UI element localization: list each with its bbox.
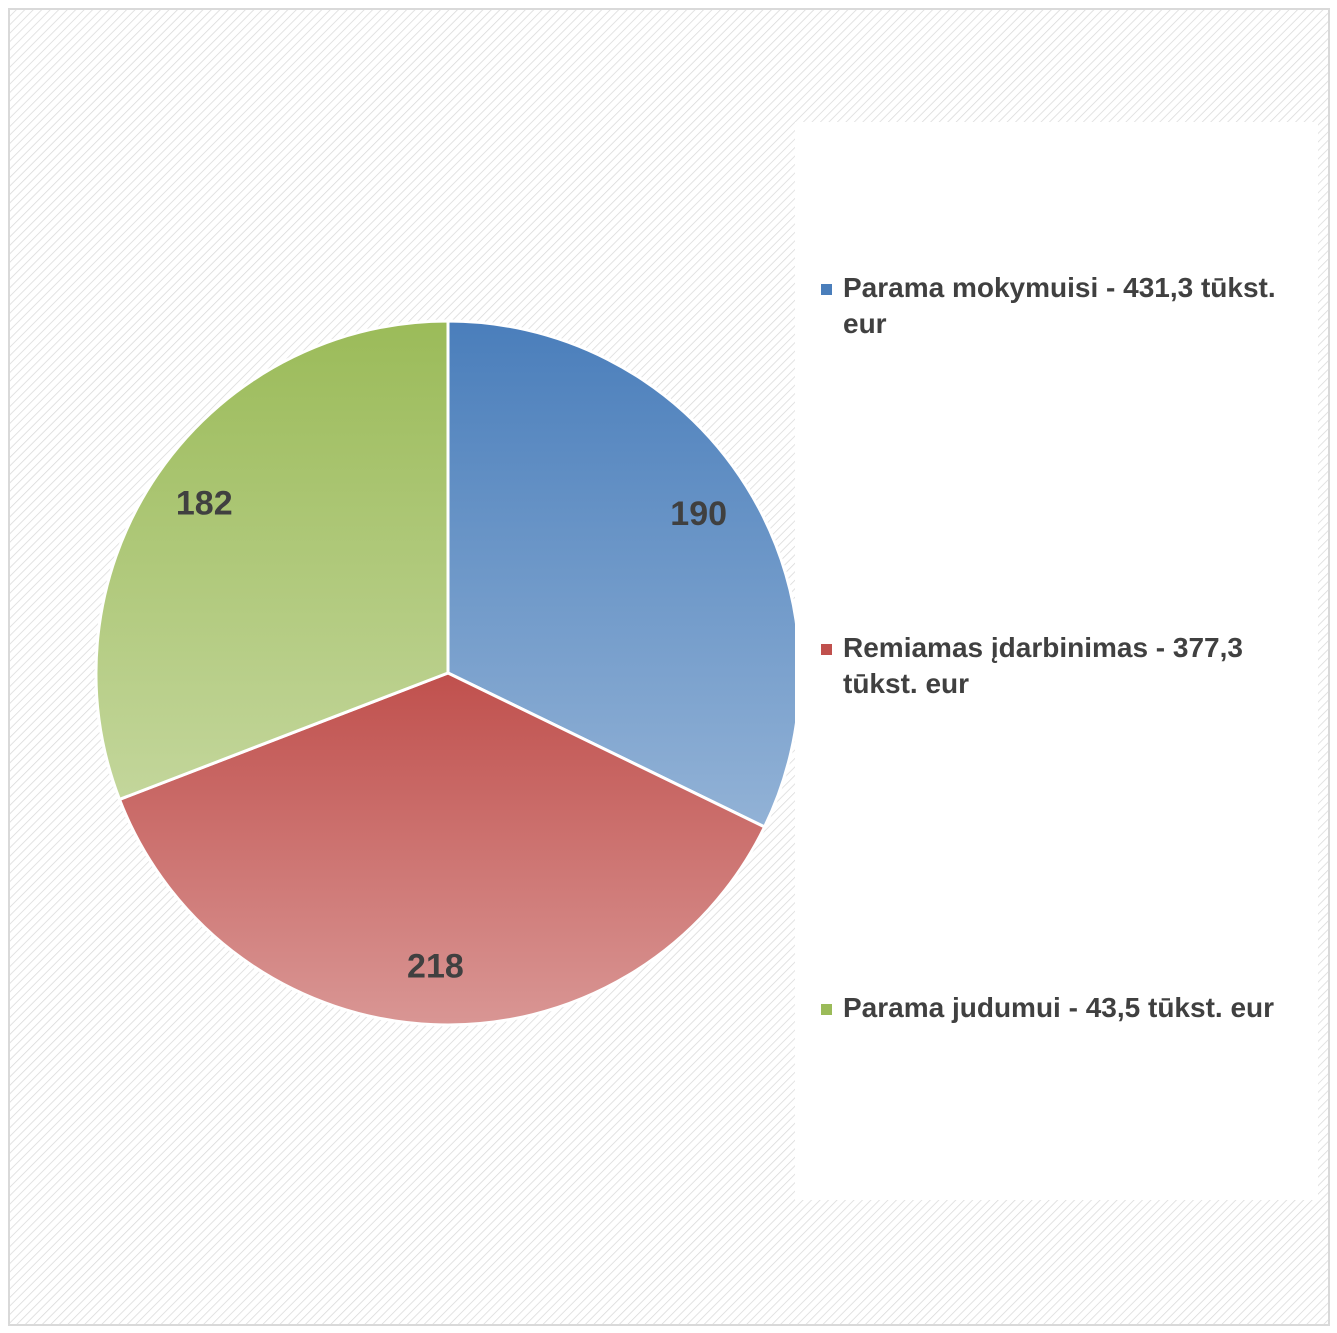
legend: Parama mokymuisi - 431,3 tūkst. eur Remia… — [795, 122, 1318, 1200]
data-label: 190 — [670, 495, 727, 533]
legend-swatch — [821, 284, 832, 295]
pie-slice — [446, 319, 802, 829]
legend-swatch — [821, 1004, 832, 1015]
pie-slice — [117, 671, 767, 1027]
legend-label: Parama mokymuisi - 431,3 tūkst. eur — [843, 272, 1276, 339]
legend-label: Remiamas įdarbinimas - 377,3 tūkst. eur — [843, 632, 1243, 699]
legend-swatch — [821, 644, 832, 655]
data-label: 218 — [407, 947, 464, 985]
legend-item: Parama judumui - 43,5 tūkst. eur — [819, 990, 1323, 1026]
legend-item: Parama mokymuisi - 431,3 tūkst. eur — [819, 270, 1323, 342]
pie-slice — [94, 319, 450, 802]
legend-item: Remiamas įdarbinimas - 377,3 tūkst. eur — [819, 630, 1323, 702]
data-label: 182 — [176, 485, 233, 523]
legend-label: Parama judumui - 43,5 tūkst. eur — [843, 992, 1275, 1023]
